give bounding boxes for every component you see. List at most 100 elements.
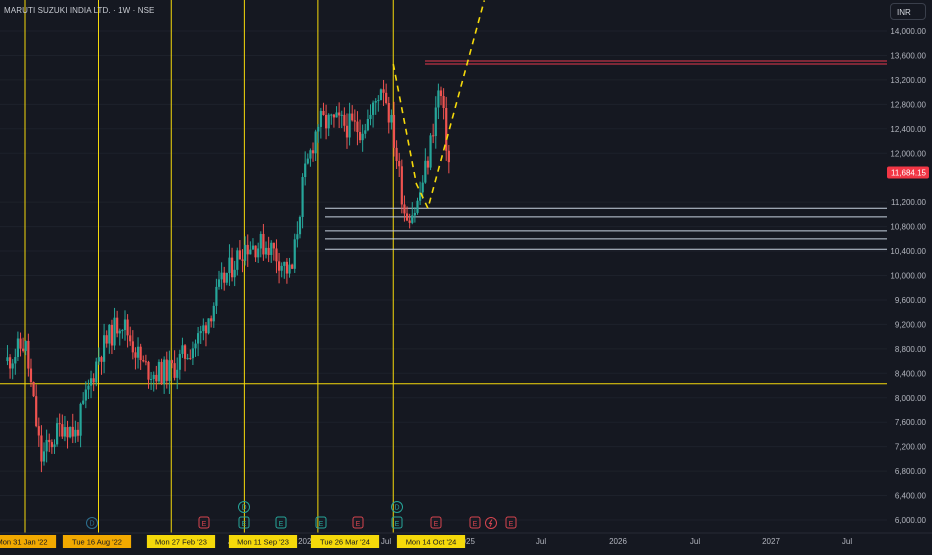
candle-body xyxy=(131,341,134,353)
candle-body xyxy=(395,147,398,161)
candle-body xyxy=(413,212,416,216)
candle-body xyxy=(293,239,296,269)
earnings-marker[interactable] xyxy=(315,516,327,529)
candle-body xyxy=(246,244,249,255)
candle-body xyxy=(181,345,184,354)
candle-body xyxy=(108,324,111,344)
price-tick-label: 8,800.00 xyxy=(895,345,927,354)
candle-body xyxy=(353,120,356,122)
candle-body xyxy=(432,135,435,137)
candle-body xyxy=(439,90,443,97)
price-tick-label: 13,200.00 xyxy=(890,76,926,85)
candle-body xyxy=(280,265,283,271)
price-tick-label: 12,800.00 xyxy=(890,100,926,109)
candle-body xyxy=(382,89,385,93)
earnings-marker[interactable] xyxy=(275,516,287,529)
candle-body xyxy=(163,359,166,384)
candle-body xyxy=(424,160,427,183)
candle-body xyxy=(340,114,343,116)
candle-body xyxy=(220,272,223,280)
price-tick-label: 10,400.00 xyxy=(890,247,926,256)
candle-body xyxy=(126,319,129,336)
earnings-marker[interactable] xyxy=(505,516,517,529)
candle-body xyxy=(277,261,281,271)
candle-body xyxy=(223,272,226,283)
highlighted-date-label: Tue 26 Mar '24 xyxy=(320,538,370,547)
candle-body xyxy=(155,374,158,382)
currency-button[interactable]: INR xyxy=(890,3,926,20)
candle-body xyxy=(147,361,150,380)
highlighted-date-badge[interactable] xyxy=(62,535,132,548)
candle-body xyxy=(35,396,38,427)
highlighted-date-badge[interactable] xyxy=(396,535,466,548)
price-tick-label: 6,400.00 xyxy=(895,492,927,501)
candle-body xyxy=(445,108,448,151)
candle-body xyxy=(262,233,265,255)
candle-body xyxy=(291,264,294,269)
candle-body xyxy=(97,357,100,362)
candle-body xyxy=(212,305,215,322)
candle-body xyxy=(314,131,317,154)
candle-body xyxy=(421,182,424,193)
time-tick-label: 2025 xyxy=(457,537,475,546)
candle-body xyxy=(272,242,275,249)
earnings-marker-label: E xyxy=(202,521,207,528)
candle-body xyxy=(191,348,194,359)
highlighted-date-badge[interactable] xyxy=(228,535,298,548)
candle-body xyxy=(134,352,137,358)
projection-trendline[interactable] xyxy=(392,0,486,211)
earnings-marker[interactable] xyxy=(391,516,403,529)
candle-body xyxy=(152,374,155,380)
highlighted-date-badge[interactable] xyxy=(310,535,380,548)
candle-body xyxy=(27,340,30,369)
candle-body xyxy=(327,114,330,129)
earnings-marker[interactable] xyxy=(430,516,442,529)
candle-body xyxy=(434,107,437,137)
candle-body xyxy=(50,442,53,448)
candle-body xyxy=(351,113,354,121)
candle-body xyxy=(358,132,362,141)
candle-body xyxy=(87,385,90,390)
candle-body xyxy=(298,216,302,235)
price-tick-label: 14,000.00 xyxy=(890,27,926,36)
lightning-icon[interactable] xyxy=(485,517,497,529)
candle-body xyxy=(82,400,85,404)
candle-body xyxy=(429,135,432,168)
dividend-marker[interactable] xyxy=(238,501,250,513)
candle-body xyxy=(322,110,325,115)
candle-body xyxy=(385,92,388,103)
candle-body xyxy=(48,439,51,443)
dividend-marker-label: D xyxy=(394,505,399,512)
highlighted-date-badge[interactable] xyxy=(0,535,57,548)
candle-body xyxy=(324,114,328,129)
highlighted-date-label: Mon 11 Sep '23 xyxy=(237,538,289,547)
candle-body xyxy=(408,220,411,223)
highlighted-date-badge[interactable] xyxy=(146,535,216,548)
price-tick-label: 7,600.00 xyxy=(895,418,927,427)
earnings-marker[interactable] xyxy=(352,516,364,529)
candle-body xyxy=(189,358,192,360)
candle-body xyxy=(19,338,22,349)
price-tick-label: 8,400.00 xyxy=(895,369,927,378)
candle-body xyxy=(374,100,377,103)
candle-body xyxy=(387,102,390,123)
candle-body xyxy=(14,357,17,364)
earnings-marker[interactable] xyxy=(469,516,481,529)
candle-body xyxy=(442,96,445,109)
candle-body xyxy=(309,150,312,159)
candle-body xyxy=(123,319,127,331)
earnings-marker[interactable] xyxy=(198,516,210,529)
earnings-marker-label: E xyxy=(434,521,439,528)
candle-body xyxy=(61,424,64,437)
dividend-marker[interactable] xyxy=(86,517,98,529)
candle-body xyxy=(364,130,367,134)
candle-body xyxy=(183,345,187,359)
dividend-marker[interactable] xyxy=(391,501,403,513)
earnings-marker[interactable] xyxy=(238,516,250,529)
candle-body xyxy=(139,346,142,361)
candle-body xyxy=(186,358,189,360)
candle-body xyxy=(74,429,77,437)
earnings-marker-label: E xyxy=(356,521,361,528)
